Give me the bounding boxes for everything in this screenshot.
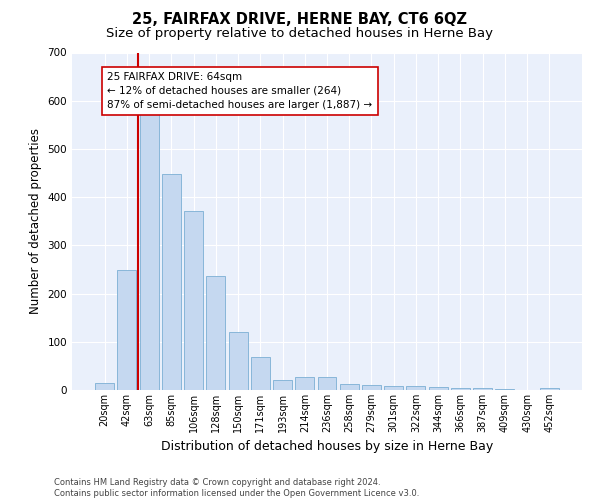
Bar: [362, 385, 381, 390]
Bar: [162, 174, 181, 390]
Bar: [473, 388, 492, 390]
Bar: [206, 276, 225, 390]
Bar: [406, 386, 425, 390]
Bar: [496, 389, 514, 390]
Y-axis label: Number of detached properties: Number of detached properties: [29, 128, 42, 314]
Bar: [295, 376, 314, 390]
Bar: [273, 380, 292, 390]
Bar: [340, 384, 359, 390]
Bar: [229, 332, 248, 390]
Text: Contains HM Land Registry data © Crown copyright and database right 2024.
Contai: Contains HM Land Registry data © Crown c…: [54, 478, 419, 498]
Bar: [140, 108, 158, 390]
Bar: [451, 388, 470, 390]
Bar: [118, 270, 136, 390]
Bar: [429, 386, 448, 390]
Bar: [384, 386, 403, 390]
Text: 25, FAIRFAX DRIVE, HERNE BAY, CT6 6QZ: 25, FAIRFAX DRIVE, HERNE BAY, CT6 6QZ: [133, 12, 467, 28]
Bar: [317, 376, 337, 390]
Bar: [95, 383, 114, 390]
Bar: [540, 388, 559, 390]
Bar: [251, 357, 270, 390]
Text: 25 FAIRFAX DRIVE: 64sqm
← 12% of detached houses are smaller (264)
87% of semi-d: 25 FAIRFAX DRIVE: 64sqm ← 12% of detache…: [107, 72, 373, 110]
Bar: [184, 210, 203, 390]
X-axis label: Distribution of detached houses by size in Herne Bay: Distribution of detached houses by size …: [161, 440, 493, 454]
Text: Size of property relative to detached houses in Herne Bay: Size of property relative to detached ho…: [107, 28, 493, 40]
